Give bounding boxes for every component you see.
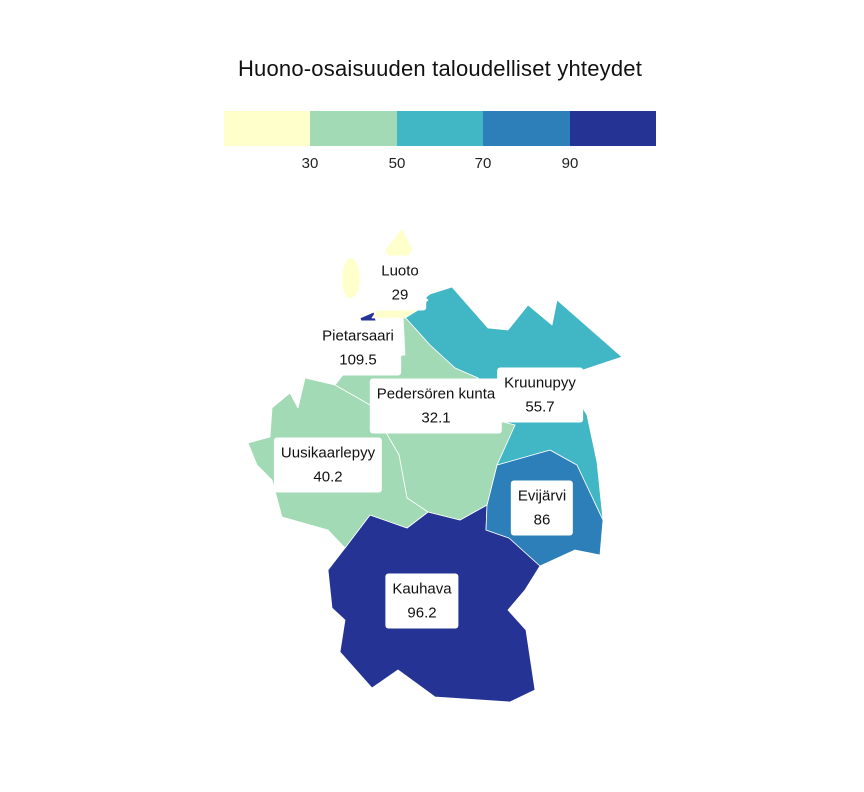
region-value: 86 (533, 511, 551, 529)
region-value: 29 (391, 286, 409, 304)
region-name: Luoto (381, 262, 419, 280)
legend-swatch-3 (396, 111, 484, 146)
region-name: Evijärvi (517, 487, 567, 505)
region-name: Kauhava (392, 580, 452, 598)
label-uusikaarlepyy: Uusikaarlepyy 40.2 (273, 437, 383, 493)
legend-swatch-1 (224, 111, 311, 146)
legend-swatch-4 (483, 111, 570, 146)
legend-tick-2: 50 (388, 155, 406, 172)
label-kauhava: Kauhava 96.2 (385, 573, 459, 629)
label-pedersoren-kunta: Pedersören kunta 32.1 (369, 378, 503, 434)
region-name: Pietarsaari (322, 327, 394, 345)
region-value: 109.5 (339, 351, 377, 369)
legend-tick-3: 70 (474, 155, 492, 172)
legend-swatch-2 (310, 111, 397, 146)
region-name: Uusikaarlepyy (280, 444, 376, 462)
label-luoto: Luoto 29 (374, 255, 426, 311)
legend-swatch-5 (569, 111, 657, 146)
region-name: Kruunupyy (504, 374, 576, 392)
legend-tick-4: 90 (561, 155, 579, 172)
region-name: Pedersören kunta (376, 385, 496, 403)
label-kruunupyy: Kruunupyy 55.7 (497, 367, 583, 423)
region-value: 55.7 (525, 398, 555, 416)
region-value: 32.1 (421, 409, 451, 427)
label-pietarsaari: Pietarsaari 109.5 (315, 320, 401, 376)
color-legend (224, 111, 657, 146)
legend-tick-1: 30 (301, 155, 319, 172)
region-value: 40.2 (313, 468, 343, 486)
region-value: 96.2 (407, 604, 437, 622)
label-evijarvi: Evijärvi 86 (510, 480, 574, 536)
map-title: Huono-osaisuuden taloudelliset yhteydet (237, 56, 643, 81)
